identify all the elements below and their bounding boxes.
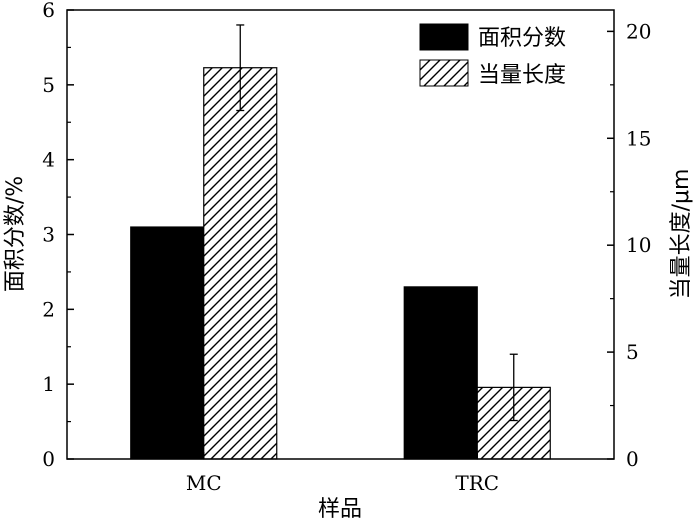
legend: 面积分数 当量长度: [419, 23, 566, 88]
left-tick-label-0: 0: [42, 447, 55, 471]
error-bar-mc: [236, 24, 245, 112]
bars-layer: [130, 67, 551, 460]
bar-area-fraction-trc: [403, 286, 478, 460]
left-tick-label-5: 5: [42, 73, 55, 97]
left-tick-label-6: 6: [42, 0, 55, 22]
right-axis: 0 5 10 15 20: [607, 19, 651, 471]
legend-label-equivalent-length: 当量长度: [478, 63, 566, 88]
left-axis-title: 面积分数/%: [3, 176, 28, 292]
right-tick-label-5: 5: [626, 340, 639, 364]
right-axis-title: 当量长度/μm: [669, 169, 694, 300]
left-tick-label-4: 4: [42, 148, 55, 172]
left-tick-label-3: 3: [42, 223, 55, 247]
legend-label-area-fraction: 面积分数: [478, 26, 566, 51]
right-tick-label-15: 15: [626, 126, 651, 150]
right-tick-label-0: 0: [626, 447, 639, 471]
left-tick-label-2: 2: [42, 297, 55, 321]
right-tick-label-10: 10: [626, 233, 651, 257]
right-tick-label-20: 20: [626, 19, 651, 43]
legend-swatch-hatched: [419, 59, 469, 87]
x-tick-label-mc: MC: [186, 471, 222, 495]
error-bar-trc: [509, 353, 518, 422]
bar-equivalent-length-mc: [203, 67, 278, 460]
x-axis-title: 样品: [318, 497, 362, 521]
x-tick-label-trc: TRC: [455, 471, 499, 495]
error-bars-layer: [236, 24, 518, 422]
left-tick-label-1: 1: [42, 372, 55, 396]
legend-swatch-solid: [419, 23, 469, 51]
left-axis: 0 1 2 3 4 5 6: [42, 0, 74, 471]
bar-area-fraction-mc: [130, 226, 205, 460]
x-axis: MC TRC: [186, 452, 499, 495]
